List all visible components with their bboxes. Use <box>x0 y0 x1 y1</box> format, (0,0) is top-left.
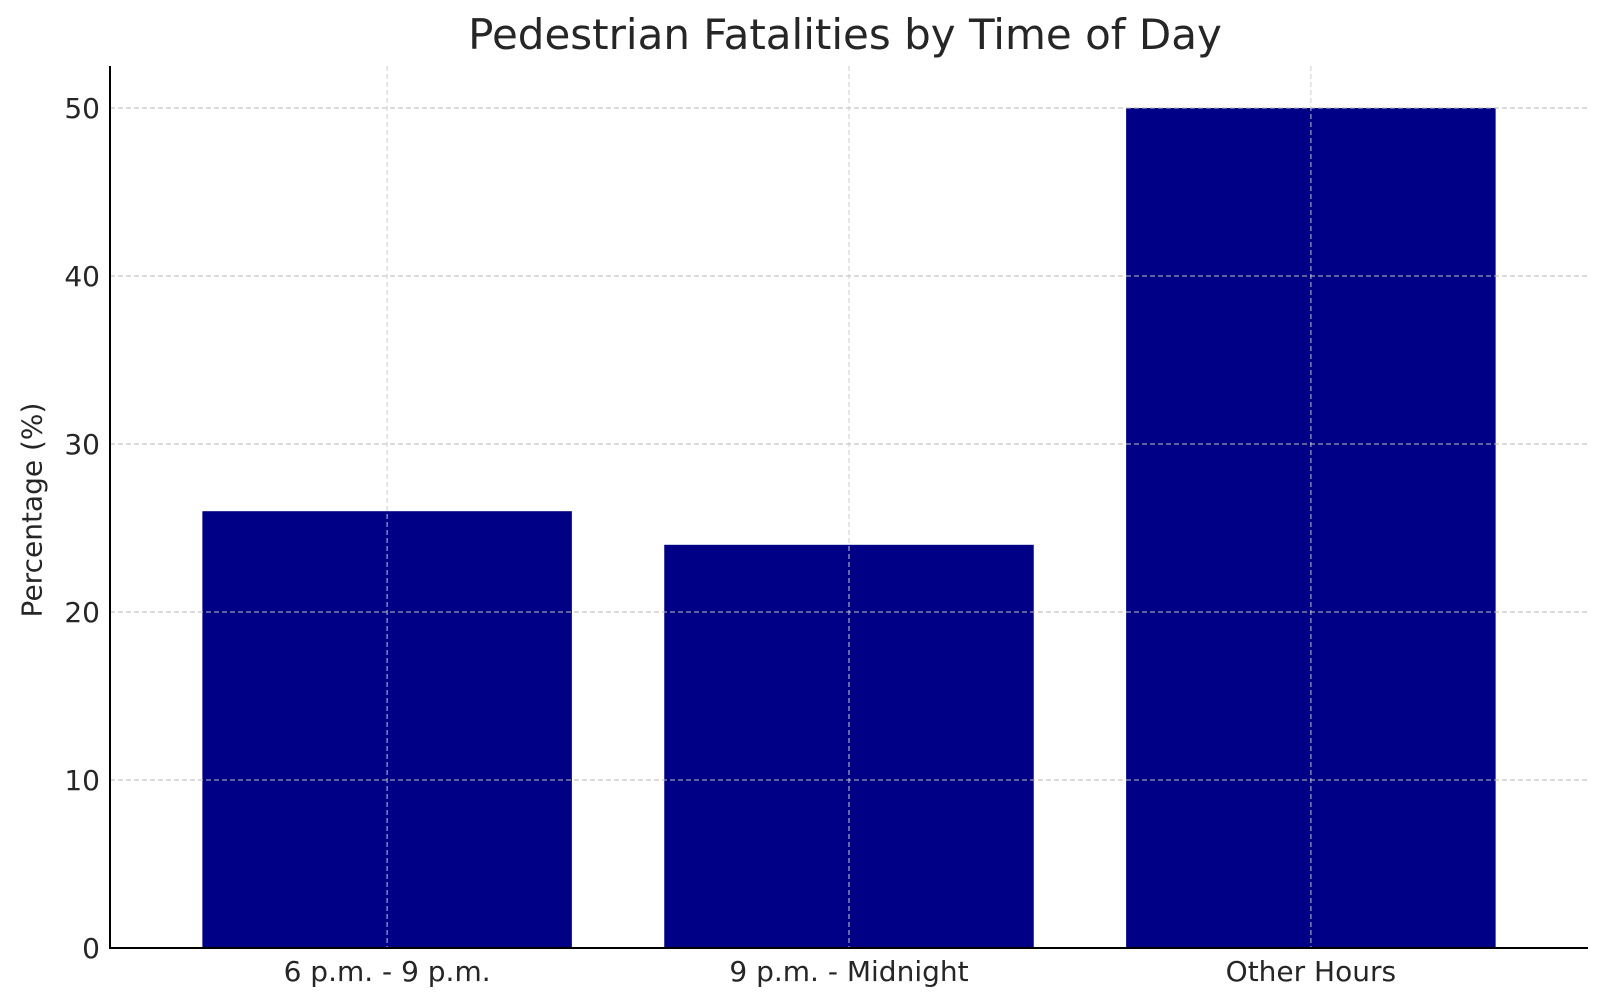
chart-title: Pedestrian Fatalities by Time of Day <box>468 10 1222 59</box>
x-tick-label: 6 p.m. - 9 p.m. <box>284 955 491 988</box>
bar-2 <box>1126 108 1496 948</box>
y-tick-label: 30 <box>64 428 100 461</box>
bars <box>202 108 1496 948</box>
y-tick-label: 20 <box>64 596 100 629</box>
y-tick-label: 50 <box>64 92 100 125</box>
x-tick-label: 9 p.m. - Midnight <box>729 955 968 988</box>
y-tick-label: 10 <box>64 764 100 797</box>
ticks: 0 10 20 30 40 50 6 p.m. - 9 p.m. 9 p.m. - Midni… <box>64 92 1396 988</box>
x-tick-label: Other Hours <box>1226 955 1396 988</box>
y-tick-label: 0 <box>82 932 100 965</box>
axes <box>109 66 1588 949</box>
y-tick-label: 40 <box>64 260 100 293</box>
